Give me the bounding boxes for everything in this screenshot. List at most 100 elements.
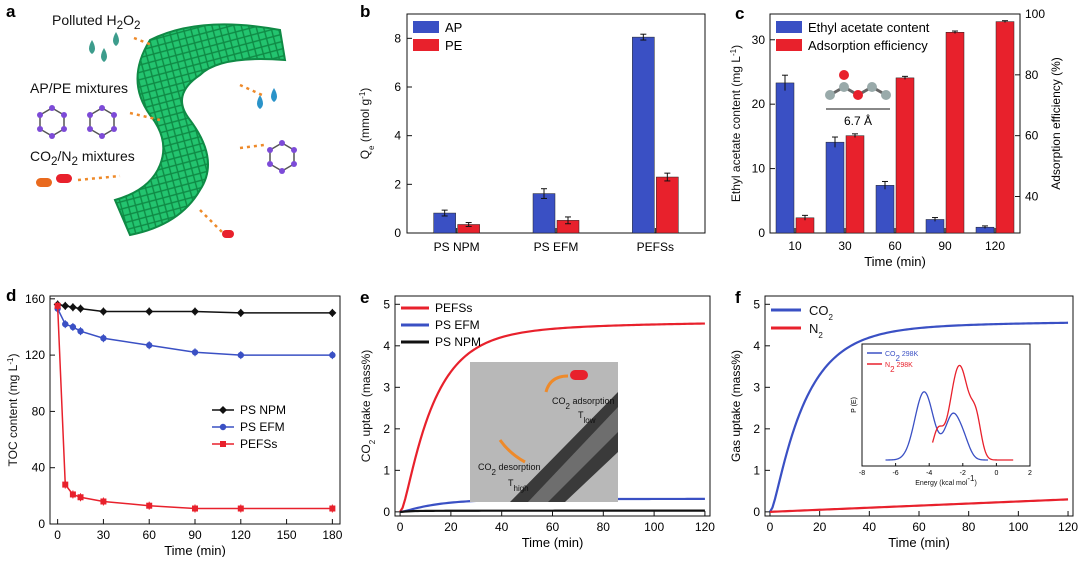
bar-series0-10 [775, 82, 795, 234]
adsorption-label-part: adsorption [570, 396, 615, 406]
x-tick-label: 120 [1058, 520, 1078, 534]
bar-ap-pefss [632, 36, 655, 234]
y-tick-label: 0 [753, 505, 760, 519]
x-tick-label: 30 [97, 528, 111, 542]
marker-0 [99, 307, 108, 316]
inset-legend-label-0: CO2 298K [885, 351, 919, 363]
inset-legend-label-0-part: 298K [900, 351, 919, 358]
y-tick-label: 3 [753, 380, 760, 394]
chart-c-svg: 0 10 20 30 40 60 80 100 10 30 60 90 120 Ethyl acetate… [729, 7, 1064, 269]
x-axis-label: Time (min) [522, 535, 584, 550]
inset-x-tick-label: 0 [994, 470, 998, 477]
legend-label-0: PEFSs [435, 301, 472, 315]
legend-label-0: CO2 [809, 303, 834, 322]
x-tick-label: 120 [985, 239, 1005, 253]
x-tick-label: 60 [888, 239, 902, 253]
y-tick-label: 2 [383, 422, 390, 436]
panel-label-e: e [360, 288, 370, 307]
chart-e: 0 20 40 60 80 100 120 0 1 2 3 4 5 PEFSs PS EFM PS NPM CO… [350, 282, 720, 557]
desorption-arrow [498, 439, 526, 464]
legend-label-1-part: N [809, 321, 818, 336]
x-tick-label: 100 [1008, 520, 1028, 534]
inset-y-axis-label: P (E) [851, 397, 858, 413]
legend-label-2: PEFSs [240, 437, 277, 451]
y-tick-label: 5 [383, 297, 390, 311]
tem-fiber-core [528, 407, 618, 502]
y-left-tick-label: 20 [752, 97, 766, 111]
panel-label-b: b [360, 2, 371, 21]
bar-series0-60 [875, 185, 895, 234]
chart-b: 0 2 4 6 8 PS NPM PS EFM PEFSs AP PE Qe (mmol g-1) [350, 0, 720, 270]
chart-b-svg: 0 2 4 6 8 PS NPM PS EFM PEFSs AP PE Qe (mmol g-1) [358, 13, 706, 254]
y-left-axis-label-part: ) [729, 45, 743, 49]
y-axis-label-part: Q [358, 150, 372, 159]
y-tick-label: 3 [383, 380, 390, 394]
adsorption-temp-label-part: T [578, 410, 584, 420]
marker-0 [328, 308, 337, 317]
marker-1 [69, 323, 77, 331]
y-tick-label: 8 [394, 31, 401, 45]
y-tick-label: 5 [753, 297, 760, 311]
y-tick-label: 1 [383, 463, 390, 477]
chart-d: 0 30 60 90 120 150 180 0 40 80 120 160 PS NPM PS EFM P… [0, 282, 350, 558]
x-tick-label: 0 [54, 528, 61, 542]
y-tick-label: 80 [32, 404, 46, 418]
ap-pe-label: AP/PE mixtures [30, 80, 129, 96]
x-tick-label: PEFSs [637, 240, 674, 254]
y-axis-label-part: (mmol g [358, 99, 372, 146]
y-tick-label: 0 [394, 226, 401, 240]
y-axis-label-part: 2 [368, 439, 377, 444]
y-axis-label-part: ) [6, 354, 20, 358]
x-tick-label: PS EFM [534, 240, 579, 254]
marker-2 [100, 498, 107, 505]
series-line-2 [400, 509, 705, 513]
x-tick-label: 150 [277, 528, 297, 542]
flow-arrows [77, 36, 265, 233]
legend-swatch-pe [413, 39, 439, 51]
y-left-tick-label: 10 [752, 162, 766, 176]
desorption-temp-label: Thigh [508, 478, 529, 493]
bar-series1-120 [995, 21, 1015, 234]
adsorption-label: CO2 adsorption [552, 396, 614, 411]
bar-series1-60 [895, 77, 915, 234]
molecule-atom [881, 90, 891, 100]
molecule-atom [839, 70, 849, 80]
chart-d-frame [49, 295, 341, 525]
adsorption-label-part: 2 [566, 402, 571, 411]
marker-0 [76, 304, 85, 313]
desorption-label-part: 2 [492, 468, 497, 477]
inset-x-tick-label: -2 [960, 470, 966, 477]
co2-molecule-icon [570, 370, 588, 380]
y-right-tick-label: 60 [1025, 129, 1039, 143]
legend-label-0: Ethyl acetate content [808, 20, 930, 35]
chart-e-svg: 0 20 40 60 80 100 120 0 1 2 3 4 5 PEFSs PS EFM PS NPM CO… [359, 295, 715, 550]
marker-1 [62, 320, 69, 328]
marker-2 [62, 481, 69, 488]
x-tick-label: 90 [188, 528, 202, 542]
legend-label-0: PS NPM [240, 403, 286, 417]
marker-0 [61, 301, 70, 310]
desorption-temp-label-part: T [508, 478, 514, 488]
legend-marker-0 [219, 406, 227, 414]
inset-x-tick-label: 2 [1028, 470, 1032, 477]
inset-legend-label-1-part: 2 [890, 365, 895, 374]
y-tick-label: 160 [25, 292, 45, 306]
molecule-atom [867, 82, 877, 92]
x-tick-label: 60 [912, 520, 926, 534]
inset-x-tick-label: -4 [926, 470, 932, 477]
x-axis-label: Time (min) [164, 543, 226, 557]
legend-label-1: PS EFM [435, 318, 480, 332]
y-axis-label-part: e [367, 145, 376, 150]
y-left-tick-label: 30 [752, 33, 766, 47]
bar-pe-pefss [656, 176, 679, 234]
y-left-axis-label-part: -1 [729, 48, 738, 56]
marker-1 [329, 351, 336, 359]
y-left-axis-label: Ethyl acetate content (mg L-1) [729, 45, 744, 202]
legend-marker-2 [220, 441, 226, 447]
marker-0 [68, 303, 77, 312]
y-tick-label: 4 [753, 339, 760, 353]
x-tick-label: PS NPM [434, 240, 480, 254]
schematic-panel: Polluted H2O2 AP/PE mixtures CO2/N2 mixt… [0, 0, 350, 250]
y-right-tick-label: 80 [1025, 68, 1039, 82]
x-tick-label: 0 [767, 520, 774, 534]
